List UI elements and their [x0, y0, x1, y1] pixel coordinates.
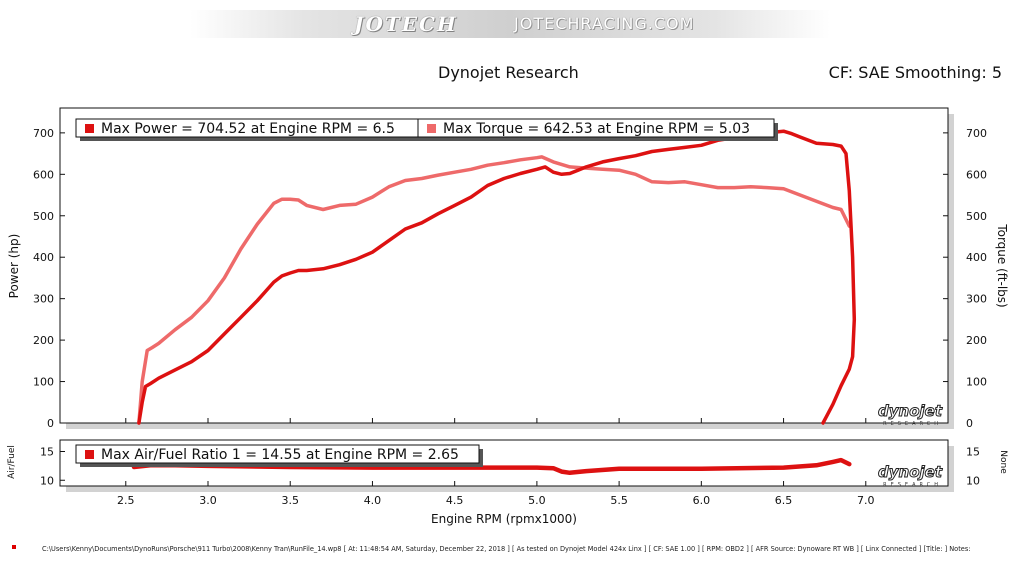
- main-plot-frame: [59, 107, 949, 424]
- website-label: JOTECHRACING.COM: [514, 14, 695, 33]
- chart-settings-info: CF: SAE Smoothing: 5: [828, 63, 1002, 82]
- afr-axis-label: Air/Fuel: [7, 445, 17, 479]
- x-tick-label: 7.0: [857, 494, 875, 507]
- y2-tick-label: 400: [966, 251, 987, 264]
- x-tick-label: 2.5: [117, 494, 135, 507]
- x-tick-label: 6.0: [693, 494, 711, 507]
- y2-tick-label: 0: [966, 417, 973, 430]
- run-file-footer: C:\Users\Kenny\Documents\DynoRuns\Porsch…: [12, 544, 1022, 555]
- y2-tick-label: 200: [966, 334, 987, 347]
- y-tick-label: 200: [33, 334, 54, 347]
- x-tick-label: 6.5: [775, 494, 793, 507]
- footer-text: C:\Users\Kenny\Documents\DynoRuns\Porsch…: [42, 545, 971, 553]
- legend-max-power-swatch: [85, 124, 94, 133]
- chart-title: Dynojet Research: [438, 63, 579, 82]
- footer-bullet-icon: [12, 545, 16, 549]
- y2-tick-label: 500: [966, 210, 987, 223]
- watermark-banner: [190, 10, 830, 38]
- x-tick-label: 4.5: [446, 494, 464, 507]
- legend-max-torque-swatch: [427, 124, 436, 133]
- legend-max-afr-swatch: [85, 450, 94, 459]
- afr-y-tick-label: 10: [40, 474, 54, 487]
- afr-y2-tick-label: 15: [966, 446, 980, 459]
- afr-right-axis-label: None: [998, 450, 1008, 474]
- legend-max-power-label: Max Power = 704.52 at Engine RPM = 6.5: [101, 121, 395, 137]
- x-tick-label: 5.5: [610, 494, 628, 507]
- x-axis-label: Engine RPM (rpmx1000): [431, 512, 577, 526]
- x-tick-label: 5.0: [528, 494, 546, 507]
- y2-tick-label: 600: [966, 168, 987, 181]
- x-tick-label: 4.0: [364, 494, 382, 507]
- legend-max-torque-box: [417, 118, 775, 138]
- afr-y-tick-label: 15: [40, 446, 54, 459]
- y2-tick-label: 700: [966, 127, 987, 140]
- y-tick-label: 300: [33, 293, 54, 306]
- y-tick-label: 0: [47, 417, 54, 430]
- legend-max-afr-label: Max Air/Fuel Ratio 1 = 14.55 at Engine R…: [101, 447, 459, 463]
- y2-axis-label: Torque (ft-lbs): [995, 223, 1009, 307]
- legend-max-torque-label: Max Torque = 642.53 at Engine RPM = 5.03: [443, 121, 750, 137]
- y2-tick-label: 100: [966, 376, 987, 389]
- y2-tick-label: 300: [966, 293, 987, 306]
- x-tick-label: 3.0: [199, 494, 217, 507]
- jotech-logo: JOTECH: [354, 12, 458, 36]
- y-tick-label: 500: [33, 210, 54, 223]
- y-axis-label: Power (hp): [7, 234, 21, 299]
- y-tick-label: 100: [33, 376, 54, 389]
- x-tick-label: 3.5: [281, 494, 299, 507]
- dynojet-watermark-main-sub: RESEARCH: [883, 421, 942, 427]
- dynojet-watermark-main: dynojet: [878, 402, 943, 420]
- y-tick-label: 700: [33, 127, 54, 140]
- power-series-line: [137, 129, 857, 425]
- afr-y2-tick-label: 10: [966, 474, 980, 487]
- y-tick-label: 600: [33, 168, 54, 181]
- y-tick-label: 400: [33, 251, 54, 264]
- dynojet-watermark-afr: dynojet: [878, 463, 943, 481]
- dynojet-watermark-afr-sub: RESEARCH: [883, 482, 942, 488]
- torque-series-line: [137, 155, 852, 425]
- legend-max-afr-box: [75, 444, 480, 464]
